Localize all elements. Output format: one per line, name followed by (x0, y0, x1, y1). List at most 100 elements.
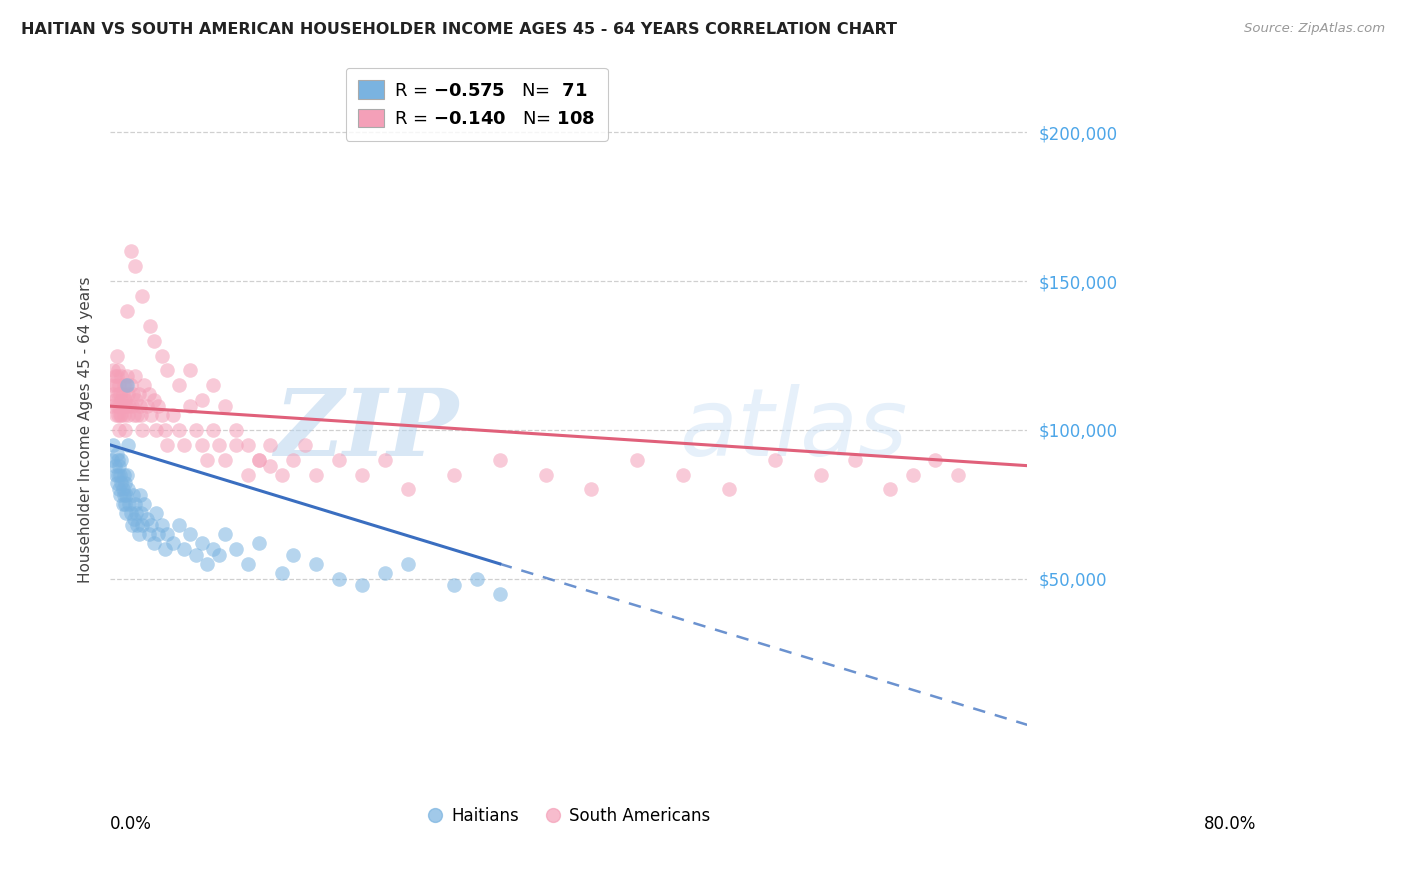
Point (101, 378, 124, 392)
Point (179, 363, 201, 377)
Point (142, 334, 165, 348)
Point (129, 506, 152, 520)
Point (103, 369, 125, 384)
Text: atlas: atlas (679, 384, 907, 475)
Point (115, 399, 138, 413)
Point (214, 399, 236, 413)
Point (122, 387, 145, 401)
Point (110, 488, 132, 502)
Point (125, 393, 148, 408)
Point (214, 452, 236, 467)
Point (236, 557, 259, 571)
Point (134, 378, 156, 392)
Text: Source: ZipAtlas.com: Source: ZipAtlas.com (1244, 22, 1385, 36)
Point (124, 260, 146, 274)
Point (283, 548, 305, 562)
Point (104, 408, 127, 422)
Point (305, 467, 328, 482)
Point (104, 378, 127, 392)
Point (581, 483, 603, 497)
Point (114, 393, 136, 408)
Point (107, 363, 129, 377)
Point (128, 387, 150, 401)
Point (128, 527, 150, 541)
Point (117, 408, 139, 422)
Point (115, 467, 138, 482)
Point (141, 518, 163, 533)
Point (396, 483, 419, 497)
Point (208, 548, 231, 562)
Point (103, 393, 125, 408)
Point (352, 577, 374, 591)
Point (259, 438, 281, 452)
Point (202, 423, 225, 437)
Point (247, 452, 270, 467)
Point (305, 557, 328, 571)
Point (125, 506, 148, 520)
Text: ZIP: ZIP (274, 385, 458, 475)
Point (112, 408, 135, 422)
Point (120, 244, 142, 259)
Text: HAITIAN VS SOUTH AMERICAN HOUSEHOLDER INCOME AGES 45 - 64 YEARS CORRELATION CHAR: HAITIAN VS SOUTH AMERICAN HOUSEHOLDER IN… (21, 22, 897, 37)
Point (208, 438, 231, 452)
Point (112, 488, 135, 502)
Point (534, 467, 557, 482)
Point (142, 393, 165, 408)
Point (225, 541, 247, 556)
Point (139, 318, 162, 333)
Point (146, 399, 169, 413)
Point (118, 497, 141, 511)
Point (328, 572, 350, 586)
Point (141, 408, 163, 422)
Point (396, 557, 419, 571)
Point (110, 408, 132, 422)
Point (190, 536, 212, 550)
Point (122, 488, 145, 502)
Point (214, 527, 236, 541)
Point (127, 408, 149, 422)
Point (374, 566, 396, 580)
Point (138, 527, 160, 541)
Point (107, 408, 129, 422)
Point (167, 518, 190, 533)
Point (179, 527, 201, 541)
Point (104, 467, 127, 482)
Point (626, 452, 648, 467)
Point (101, 399, 124, 413)
Point (122, 512, 145, 526)
Point (948, 467, 970, 482)
Point (135, 399, 157, 413)
Point (114, 423, 136, 437)
Point (150, 518, 173, 533)
Point (236, 467, 259, 482)
Point (131, 423, 153, 437)
Point (129, 408, 152, 422)
Legend: Haitians, South Americans: Haitians, South Americans (420, 801, 717, 832)
Point (105, 476, 128, 491)
Point (105, 447, 128, 461)
Point (115, 369, 138, 384)
Point (103, 387, 125, 401)
Point (283, 452, 305, 467)
Point (162, 408, 184, 422)
Point (197, 452, 219, 467)
Point (110, 393, 132, 408)
Point (131, 289, 153, 303)
Point (156, 363, 179, 377)
Point (110, 467, 132, 482)
Point (110, 408, 132, 422)
Point (117, 438, 139, 452)
Point (124, 497, 146, 511)
Point (190, 438, 212, 452)
Point (107, 387, 129, 401)
Point (122, 408, 145, 422)
Point (115, 378, 138, 392)
Text: 80.0%: 80.0% (1204, 815, 1257, 833)
Point (443, 467, 465, 482)
Point (142, 536, 165, 550)
Point (488, 586, 510, 600)
Point (150, 349, 173, 363)
Point (153, 541, 176, 556)
Point (167, 423, 190, 437)
Point (844, 452, 866, 467)
